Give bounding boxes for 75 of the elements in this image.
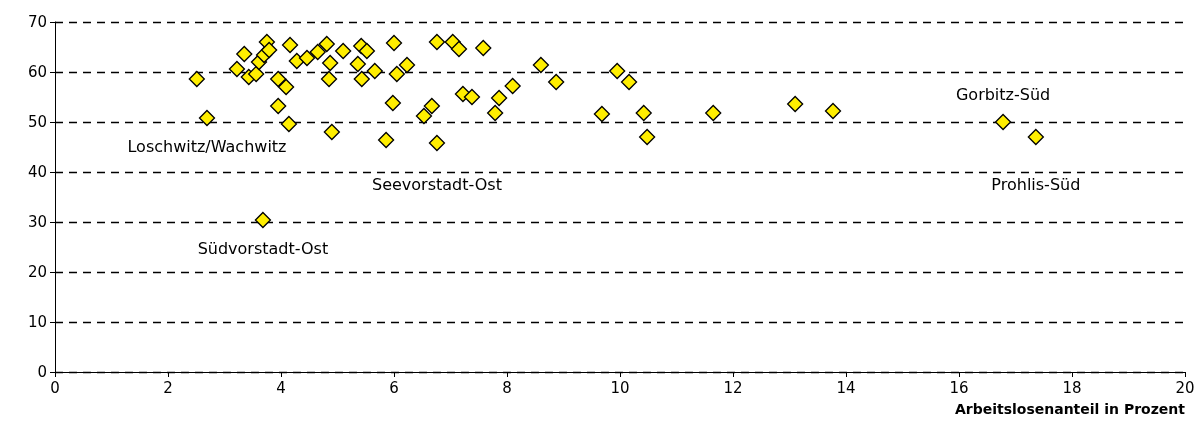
point [270, 97, 287, 115]
x-tick-label: 14 [836, 378, 856, 397]
x-tick-label: 8 [502, 378, 512, 397]
point [309, 43, 326, 61]
y-tick-label: 40 [27, 163, 47, 181]
point [377, 131, 395, 149]
point [463, 88, 481, 106]
point [281, 36, 299, 54]
point [1027, 128, 1044, 146]
point [450, 40, 468, 58]
point [385, 34, 403, 52]
point [228, 60, 246, 78]
point [398, 56, 416, 74]
annotation: Seevorstadt-Ost [371, 174, 502, 194]
point [415, 107, 433, 125]
point [824, 102, 842, 120]
annotation: Loschwitz/Wachwitz [127, 136, 287, 156]
y-tick-label: 70 [27, 13, 47, 31]
point [532, 56, 550, 74]
x-tick-label: 2 [163, 378, 173, 397]
point [787, 95, 804, 113]
annotation: Prohlis-Süd [991, 174, 1081, 194]
x-tick-label: 16 [949, 378, 969, 397]
point [298, 49, 316, 67]
point [335, 42, 352, 60]
y-tick-label: 20 [27, 263, 47, 281]
point [490, 89, 508, 107]
x-tick-label: 4 [276, 378, 286, 397]
y-tick-label: 0 [37, 363, 47, 381]
point [366, 62, 383, 80]
point [620, 73, 638, 91]
point [198, 109, 216, 127]
point [277, 78, 295, 96]
point [353, 70, 370, 88]
point [254, 211, 272, 229]
point [322, 54, 339, 72]
x-tick-label: 18 [1062, 378, 1082, 397]
point [635, 104, 652, 122]
point [428, 134, 446, 152]
point [428, 33, 446, 51]
point [609, 62, 626, 80]
point [593, 105, 611, 123]
y-tick-label: 60 [27, 63, 47, 81]
point [388, 65, 405, 83]
x-axis-title: Arbeitslosenanteil in Prozent [954, 401, 1186, 417]
point [320, 70, 338, 88]
point [994, 113, 1012, 131]
point [638, 128, 656, 146]
point [423, 97, 441, 115]
point [504, 77, 521, 95]
point [349, 55, 366, 73]
x-tick-label: 6 [389, 378, 399, 397]
point [236, 45, 253, 63]
point [705, 104, 722, 122]
point [270, 70, 287, 88]
y-tick-label: 30 [27, 213, 47, 231]
x-tick-label: 0 [50, 378, 60, 397]
point [475, 39, 492, 57]
point [358, 42, 376, 60]
y-tick-label: 10 [27, 313, 47, 331]
point [548, 73, 565, 91]
point [323, 123, 340, 141]
point [260, 41, 278, 59]
point [318, 35, 335, 53]
point [188, 70, 205, 88]
x-tick-label: 20 [1175, 378, 1195, 397]
point [486, 104, 504, 122]
y-tick-label: 50 [27, 113, 47, 131]
point [247, 65, 265, 83]
annotation: Gorbitz-Süd [955, 84, 1051, 104]
annotation: Südvorstadt-Ost [197, 238, 329, 258]
x-tick-label: 10 [610, 378, 630, 397]
x-tick-label: 12 [723, 378, 743, 397]
point [384, 94, 402, 112]
point [280, 115, 298, 133]
